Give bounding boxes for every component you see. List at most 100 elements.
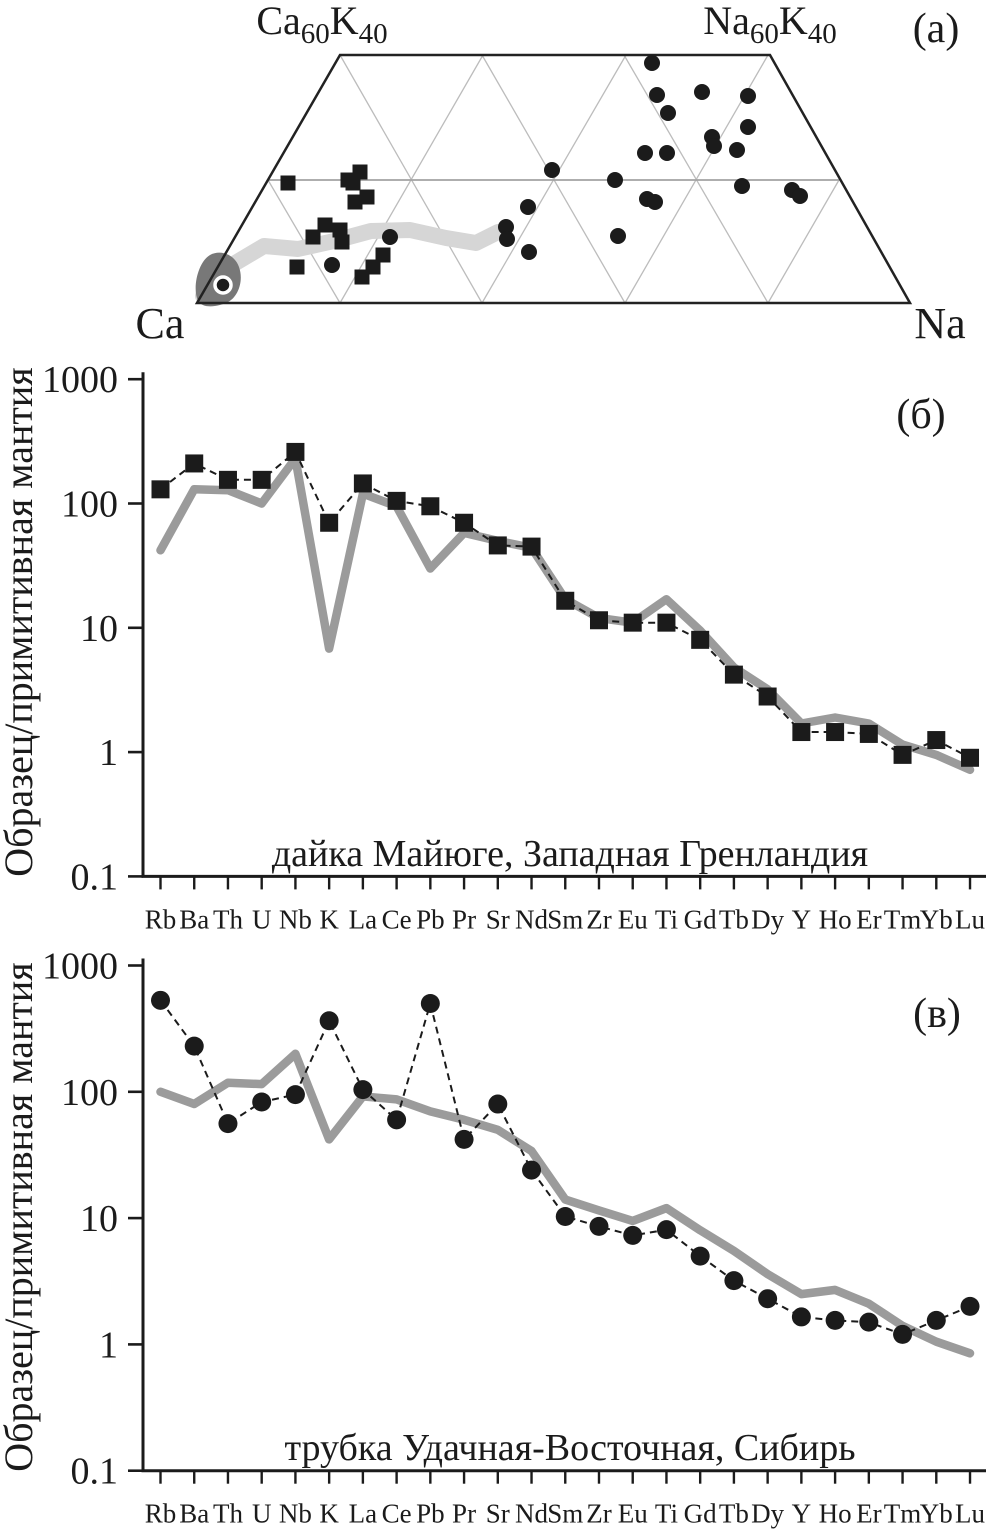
x-tick-label: Th [213,1499,243,1529]
x-tick-label: Sm [547,1499,583,1529]
data-point-square [758,687,777,706]
data-point-circle [825,1310,845,1330]
data-point-circle [319,1011,339,1031]
x-tick-label: Yb [920,904,953,934]
reference-line [156,1049,975,1358]
data-point-circle [353,1080,373,1100]
data-point-circle [656,1220,676,1240]
x-tick-label: Pr [452,904,476,934]
data-point-circle [387,1110,407,1130]
x-tick-label: Tb [719,1499,749,1529]
x-tick-label: Y [792,904,812,934]
data-point-square [375,247,391,263]
data-point-square [724,665,743,684]
x-tick-label: Y [792,1499,812,1529]
data-point-circle [184,1036,204,1056]
data-point-circle [644,55,660,71]
data-point-square [334,234,350,250]
data-point-square [280,175,296,191]
x-tick-label: Zr [586,904,611,934]
y-tick-label: 0.1 [71,856,119,898]
y-tick-label: 1 [99,732,118,774]
x-tick-label: Dy [751,1499,784,1529]
data-point-square [893,745,912,764]
data-point-square [320,513,339,532]
data-point-square [286,442,305,461]
data-point-circle [792,188,808,204]
panel-v-caption: трубка Удачная-Восточная, Сибирь [284,1427,855,1469]
x-tick-label: Tb [719,904,749,934]
data-point-square [289,259,305,275]
data-point-circle [960,1296,980,1316]
y-tick-label: 10 [80,1198,118,1240]
trapezoid-outline [194,53,913,305]
data-point-circle [151,990,170,1010]
data-point-circle [690,1246,710,1266]
panel-v-y-axis-title: Образец/примитивная мантия [0,962,41,1471]
data-point-circle [285,1085,305,1105]
ternary-top-right-label: Na60K40 [703,0,837,50]
x-tick-label: Ba [179,904,209,934]
x-tick-label: Sr [486,904,510,934]
data-point-square [859,724,878,743]
x-tick-label: Sm [547,904,583,934]
data-point-circle [382,229,398,245]
data-point-circle [544,162,560,178]
data-point-square [305,229,321,245]
data-point-square [556,591,575,610]
reference-line [156,454,975,775]
panel-b-caption: дайка Майюге, Западная Гренландия [272,833,868,875]
data-point-square [218,470,237,489]
x-tick-label: Nb [279,1499,312,1529]
data-point-square [522,537,541,556]
x-tick-label: Rb [145,1499,177,1529]
data-point-circle [758,1289,778,1309]
x-tick-label: Er [856,1499,881,1529]
x-tick-label: Ce [382,1499,412,1529]
data-point-square [421,497,440,516]
data-point-circle [893,1324,913,1344]
x-tick-label: Nb [279,904,312,934]
data-point-circle [324,257,340,273]
x-tick-label: Ho [819,1499,852,1529]
y-tick-label: 100 [61,1072,118,1114]
data-point-square [387,491,406,510]
y-tick-label: 0.1 [71,1451,119,1493]
x-tick-label: Rb [145,904,177,934]
x-tick-label: Yb [920,1499,953,1529]
data-point-circle [610,228,626,244]
x-tick-label: Pb [416,904,445,934]
sample-line [159,999,971,1336]
data-point-circle [520,199,536,215]
data-point-square [359,189,375,205]
x-tick-label: U [252,904,272,934]
data-point-circle [589,1216,609,1236]
data-point-circle [694,84,710,100]
composition-field-band [195,222,506,304]
ternary-panel: Ca60K40 Na60K40 (а) Ca Na [136,0,966,348]
data-point-circle [488,1094,508,1114]
na-corner-label: Na [914,299,965,348]
panel-a-letter: (а) [913,6,960,52]
data-point-square [589,611,608,630]
data-point-square [488,536,507,555]
x-tick-label: Th [213,904,243,934]
data-point-circle [218,1114,238,1134]
data-point-square [332,222,348,238]
x-tick-label: Nd [515,904,548,934]
data-point-circle [649,87,665,103]
x-tick-label: Pr [452,1499,476,1529]
data-point-circle [521,244,537,260]
x-tick-label: K [319,1499,339,1529]
x-tick-label: Gd [684,904,717,934]
data-point-circle [740,88,756,104]
data-point-circle [729,142,745,158]
data-point-circle [926,1310,946,1330]
data-point-circle [859,1312,879,1332]
y-tick-label: 1000 [42,946,118,988]
